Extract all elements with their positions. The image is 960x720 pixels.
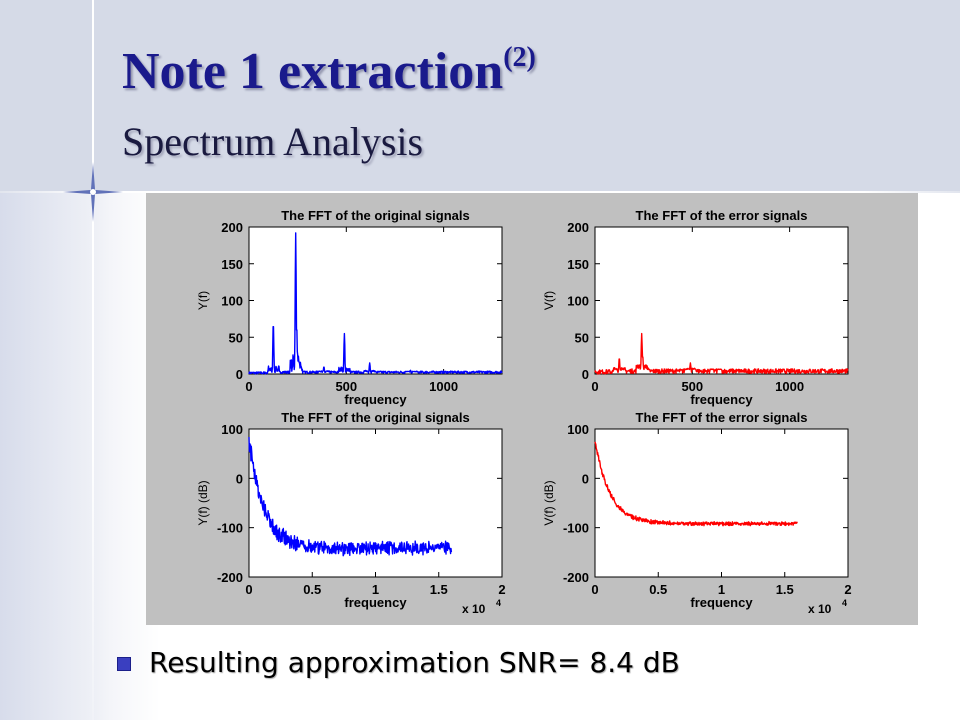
y-tick-label: 100 [567,422,589,437]
title-superscript: (2) [503,42,536,73]
x-axis-label: frequency [690,595,753,610]
x-tick-label: 1000 [775,379,804,394]
left-band [0,193,92,720]
x-tick-label: 1.5 [430,582,448,597]
plot-area [248,428,503,578]
title-text: Note 1 extraction [122,43,504,100]
y-tick-label: 200 [221,220,243,235]
y-axis-label: Y(f) (dB) [196,480,210,525]
x-tick-label: 2 [844,582,851,597]
y-axis-label: Y(f) [196,291,210,310]
x-axis-label: frequency [690,392,753,407]
x-tick-label: 500 [335,379,357,394]
y-tick-label: -200 [563,570,589,585]
x-axis-label: frequency [344,595,407,610]
x-tick-label: 2 [498,582,505,597]
plot-area [594,428,849,578]
x-tick-label: 1.5 [776,582,794,597]
bullet-item: Resulting approximation SNR= 8.4 dB [117,646,680,679]
x-axis-multiplier-exp: 4 [496,598,501,608]
y-tick-label: 100 [221,422,243,437]
x-tick-label: 0.5 [649,582,667,597]
y-tick-label: -200 [217,570,243,585]
y-tick-label: -100 [563,521,589,536]
bullet-square-icon [117,656,131,671]
y-tick-label: -100 [217,521,243,536]
series-line [594,332,849,375]
slide-subtitle: Spectrum Analysis [122,119,424,164]
plot-area [248,226,503,375]
y-tick-label: 150 [221,257,243,272]
chart-title: The FFT of the error signals [636,208,808,223]
x-tick-label: 0 [591,582,598,597]
bullet-text: Resulting approximation SNR= 8.4 dB [149,646,680,679]
figure-panel: The FFT of the original signals frequency… [146,193,918,625]
slide-title: Note 1 extraction(2) [122,43,536,100]
y-tick-label: 0 [236,471,243,486]
x-tick-label: 500 [681,379,703,394]
x-axis-label: frequency [344,392,407,407]
series-line [594,441,798,527]
chart-title: The FFT of the original signals [281,208,470,223]
decor-vertical-line [92,0,94,720]
y-axis-label: V(f) (dB) [542,480,556,525]
y-tick-label: 0 [582,471,589,486]
y-tick-label: 50 [575,330,589,345]
chart-title: The FFT of the original signals [281,410,470,425]
x-axis-multiplier-exp: 4 [842,598,847,608]
x-tick-label: 0 [245,582,252,597]
y-tick-label: 0 [236,367,243,382]
y-tick-label: 100 [221,294,243,309]
x-tick-label: 1000 [429,379,458,394]
decor-horizontal-line [0,191,960,193]
title-band [0,0,960,193]
chart-title: The FFT of the error signals [636,410,808,425]
y-tick-label: 200 [567,220,589,235]
x-axis-multiplier: x 10 [808,602,832,616]
y-axis-label: V(f) [542,291,556,310]
y-tick-label: 150 [567,257,589,272]
series-line [248,436,453,557]
y-tick-label: 0 [582,367,589,382]
y-tick-label: 100 [567,294,589,309]
x-axis-multiplier: x 10 [462,602,486,616]
x-tick-label: 0.5 [303,582,321,597]
x-tick-label: 1 [372,582,379,597]
series-line [248,232,503,375]
x-tick-label: 1 [718,582,725,597]
sparkle-icon [63,162,123,222]
x-tick-label: 0 [245,379,252,394]
y-tick-label: 50 [229,330,243,345]
x-tick-label: 0 [591,379,598,394]
plot-area [594,226,849,375]
